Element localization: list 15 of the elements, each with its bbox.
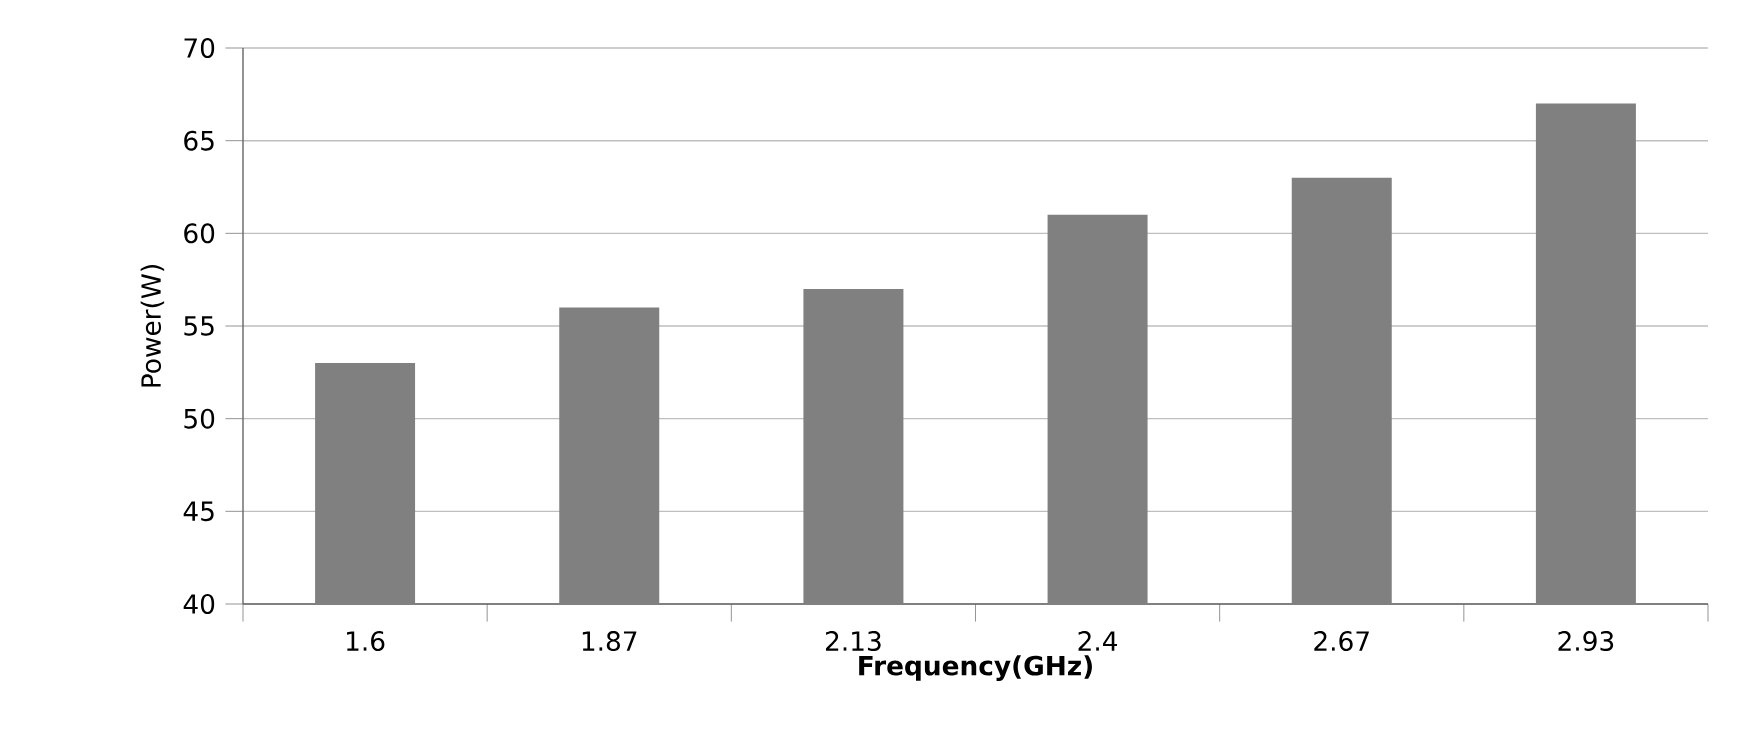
y-tick-label: 45: [183, 501, 214, 522]
x-tick-label: 2.13: [826, 631, 881, 652]
x-tick-label: 2.93: [1558, 631, 1614, 652]
y-axis-title: Power(W): [140, 265, 165, 387]
x-tick-label: 2.67: [1314, 631, 1369, 652]
x-tick-label: 2.4: [1078, 631, 1118, 651]
x-axis-title: Frequency(GHz): [859, 655, 1092, 681]
y-tick-label: 55: [184, 316, 214, 336]
y-tick-label: 50: [184, 408, 215, 429]
x-tick-label: 1.87: [582, 631, 637, 652]
y-tick-label: 65: [184, 130, 214, 151]
y-tick-label: 40: [183, 594, 215, 614]
y-tick-label: 70: [184, 38, 215, 58]
y-tick-label: 60: [184, 223, 215, 244]
x-tick-label: 1.6: [347, 631, 385, 652]
